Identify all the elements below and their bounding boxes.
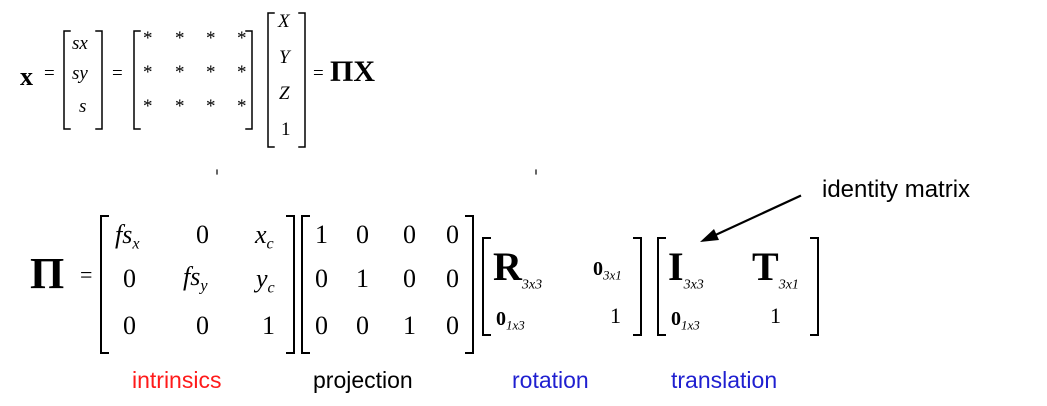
- star-entry: *: [237, 96, 247, 117]
- intrinsics-entry: fsx: [115, 220, 140, 253]
- translation-one: 1: [770, 303, 781, 328]
- bracket-left: [267, 12, 275, 148]
- bracket-right: [298, 12, 306, 148]
- star-entry: *: [206, 62, 216, 83]
- projection-entry: 0: [446, 311, 459, 340]
- vec-X-entry-2: Z: [279, 83, 290, 104]
- star-entry: *: [175, 28, 185, 49]
- intrinsics-entry: 0: [123, 311, 136, 340]
- bracket-right: [95, 30, 103, 130]
- star-entry: *: [206, 28, 216, 49]
- bracket-left: [133, 30, 141, 130]
- projection-entry: 0: [403, 220, 416, 249]
- bracket-left: [100, 215, 109, 354]
- rhs-pi-X: ΠX: [330, 55, 375, 88]
- equals-sign: =: [313, 63, 324, 84]
- projection-entry: 1: [315, 220, 328, 249]
- star-entry: *: [206, 96, 216, 117]
- identity-matrix-annotation: identity matrix: [822, 176, 971, 203]
- projection-entry: 0: [403, 264, 416, 293]
- annotation-arrow-line: [709, 194, 802, 239]
- bracket-right: [810, 237, 819, 336]
- vec-x-entry-1: sy: [72, 63, 88, 84]
- projection-entry: 0: [315, 264, 328, 293]
- lhs-pi: Π: [30, 249, 65, 298]
- star-entry: *: [143, 28, 153, 49]
- translation-zero-row: 01x3: [671, 308, 700, 333]
- projection-entry: 0: [446, 264, 459, 293]
- label-rotation: rotation: [512, 367, 589, 393]
- annotation-arrow-head: [700, 229, 719, 242]
- intrinsics-entry: 1: [262, 311, 275, 340]
- bracket-right: [465, 215, 474, 354]
- star-entry: *: [175, 62, 185, 83]
- vec-X-entry-1: Y: [279, 47, 290, 68]
- lhs-x-vector: x: [20, 62, 33, 91]
- intrinsics-entry: 0: [196, 311, 209, 340]
- star-entry: *: [143, 96, 153, 117]
- bracket-left: [482, 237, 491, 336]
- label-projection: projection: [313, 367, 413, 393]
- star-entry: *: [143, 62, 153, 83]
- star-entry: *: [175, 96, 185, 117]
- projection-entry: 0: [356, 311, 369, 340]
- projection-entry: 1: [403, 311, 416, 340]
- bracket-right: [245, 30, 253, 130]
- projection-entry: 1: [356, 264, 369, 293]
- intrinsics-entry: 0: [196, 220, 209, 249]
- bracket-left: [657, 237, 666, 336]
- intrinsics-entry: fsy: [183, 262, 208, 295]
- star-entry: *: [237, 28, 247, 49]
- intrinsics-entry: yc: [256, 264, 275, 297]
- projection-entry: 0: [356, 220, 369, 249]
- equals-sign: =: [44, 63, 55, 84]
- label-translation: translation: [671, 367, 778, 393]
- rotation-zero-col: 03x1: [593, 258, 622, 283]
- rotation-zero-row: 01x3: [496, 308, 525, 333]
- vec-X-entry-3: 1: [281, 119, 291, 140]
- intrinsics-entry: xc: [255, 220, 274, 253]
- intrinsics-entry: 0: [123, 264, 136, 293]
- rotation-R: R3x3: [493, 244, 543, 293]
- projection-entry: 0: [446, 220, 459, 249]
- equals-sign: =: [80, 262, 93, 287]
- star-entry: *: [237, 62, 247, 83]
- projection-entry: 0: [315, 311, 328, 340]
- bracket-right: [286, 215, 295, 354]
- equals-sign: =: [112, 63, 123, 84]
- vec-x-entry-0: sx: [72, 33, 88, 54]
- translation-I: I3x3: [668, 244, 704, 293]
- bracket-left: [63, 30, 71, 130]
- label-intrinsics: intrinsics: [132, 367, 222, 393]
- vec-x-entry-2: s: [79, 96, 87, 117]
- bracket-right: [633, 237, 642, 336]
- bracket-left: [301, 215, 310, 354]
- vec-X-entry-0: X: [278, 11, 290, 32]
- translation-T: T3x1: [752, 244, 799, 293]
- rotation-one: 1: [610, 303, 621, 328]
